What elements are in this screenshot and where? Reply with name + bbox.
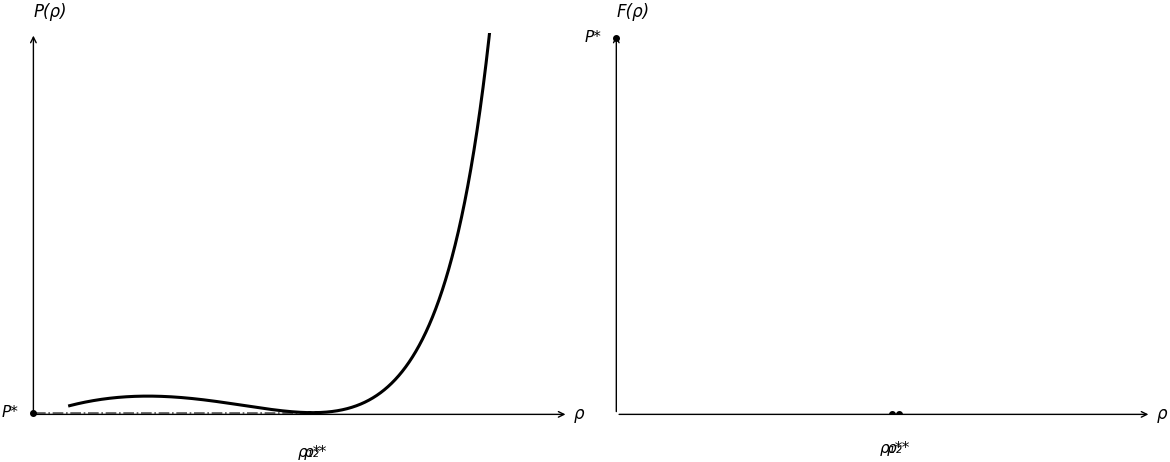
Text: ρ₁*: ρ₁* bbox=[297, 445, 321, 460]
Text: P*: P* bbox=[2, 405, 19, 420]
Text: F(ρ): F(ρ) bbox=[617, 3, 649, 21]
Text: ρ₂*: ρ₂* bbox=[887, 441, 910, 456]
Text: P(ρ): P(ρ) bbox=[34, 3, 67, 21]
Text: P*: P* bbox=[585, 30, 601, 45]
Text: ρ₂*: ρ₂* bbox=[304, 445, 328, 460]
Text: ρ: ρ bbox=[1157, 405, 1168, 423]
Text: ρ₁*: ρ₁* bbox=[880, 441, 903, 456]
Text: ρ: ρ bbox=[573, 405, 584, 423]
